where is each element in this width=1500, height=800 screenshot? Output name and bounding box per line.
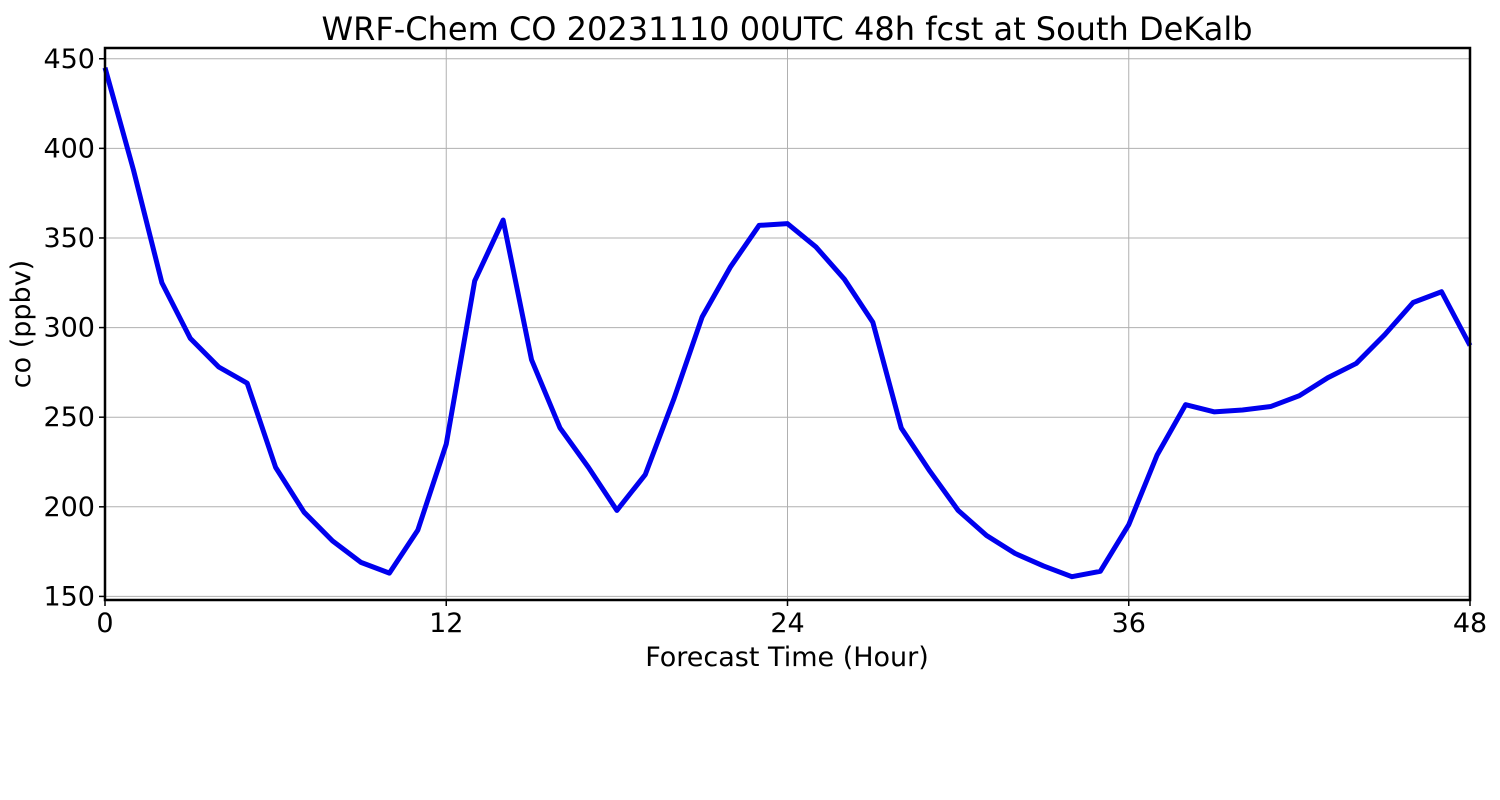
data-point <box>303 511 305 513</box>
data-point <box>1384 334 1386 336</box>
data-point <box>360 561 362 563</box>
data-point <box>502 219 504 221</box>
data-point <box>673 398 675 400</box>
data-point <box>189 337 191 339</box>
data-point <box>1213 411 1215 413</box>
data-point <box>644 474 646 476</box>
data-point <box>332 540 333 542</box>
data-point <box>417 529 419 531</box>
series-layer <box>102 67 1473 580</box>
data-point <box>218 366 220 368</box>
data-point <box>1156 454 1158 456</box>
x-tick-label: 0 <box>96 608 113 639</box>
y-tick-label: 400 <box>43 133 95 164</box>
x-tick-label: 36 <box>1112 608 1146 639</box>
data-point <box>1270 405 1272 407</box>
data-point <box>388 572 390 574</box>
data-point <box>1441 291 1443 293</box>
data-point <box>1042 565 1044 567</box>
data-point <box>758 224 760 226</box>
y-tick-label: 250 <box>43 402 95 433</box>
y-tick-label: 200 <box>43 492 95 523</box>
data-point <box>1071 576 1073 578</box>
y-tick-label: 450 <box>43 44 95 75</box>
data-point <box>929 470 931 472</box>
data-point <box>730 266 732 268</box>
data-point <box>1099 570 1101 572</box>
data-point <box>872 321 874 323</box>
data-point <box>843 278 845 280</box>
data-point <box>445 443 447 445</box>
data-point <box>1014 552 1016 554</box>
x-axis-label: Forecast Time (Hour) <box>645 642 929 673</box>
data-point <box>1242 409 1243 411</box>
ticks-layer: 0 12 24 36 48 150 200 250 300 350 400 450 <box>43 44 1487 639</box>
data-point <box>1128 524 1130 526</box>
data-point <box>559 427 561 429</box>
data-point <box>1185 404 1187 406</box>
x-tick-label: 12 <box>429 608 463 639</box>
data-point <box>474 280 476 282</box>
data-point <box>616 509 618 511</box>
data-point <box>161 282 163 284</box>
y-tick-label: 300 <box>43 313 95 344</box>
data-point <box>787 223 788 225</box>
data-point <box>132 169 134 171</box>
data-point <box>587 466 589 468</box>
data-point <box>246 382 248 384</box>
data-point <box>900 427 902 429</box>
y-tick-label: 150 <box>43 581 95 612</box>
x-tick-label: 48 <box>1453 608 1487 639</box>
data-point <box>275 466 277 468</box>
y-axis-label: co (ppbv) <box>6 260 37 388</box>
data-point <box>1355 362 1357 364</box>
x-tick-label: 24 <box>770 608 804 639</box>
y-tick-label: 350 <box>43 223 95 254</box>
data-point <box>701 316 703 318</box>
data-point <box>1412 301 1414 303</box>
chart-title: WRF-Chem CO 20231110 00UTC 48h fcst at S… <box>321 10 1252 48</box>
data-point <box>531 359 533 361</box>
data-point <box>1327 377 1329 379</box>
data-point <box>1298 395 1300 397</box>
data-point <box>957 509 959 511</box>
data-point <box>986 534 988 536</box>
data-point <box>815 246 817 248</box>
